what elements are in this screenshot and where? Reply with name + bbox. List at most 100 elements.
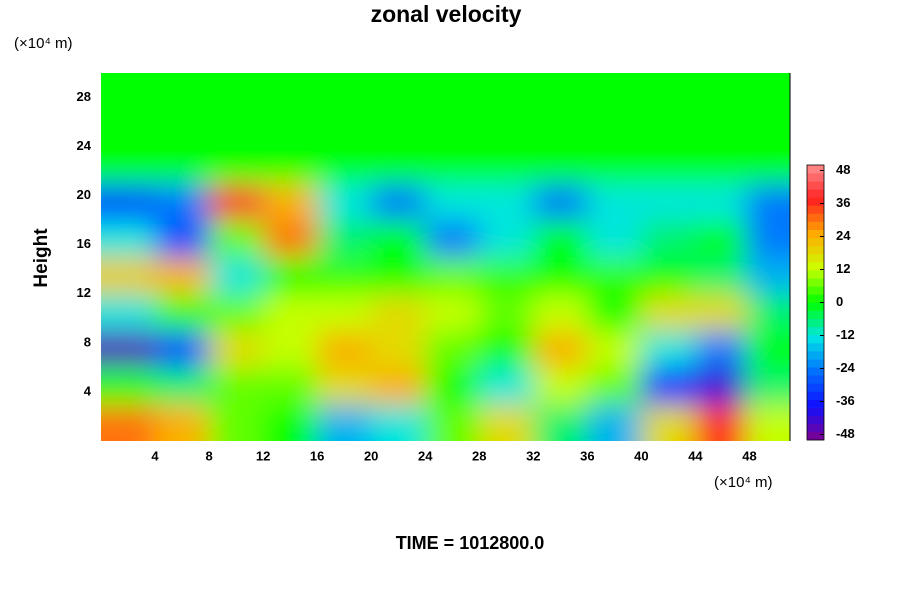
- x-tick-label: 28: [472, 448, 486, 463]
- y-tick-label: 8: [84, 334, 91, 349]
- cell: [479, 257, 534, 295]
- field: [101, 73, 790, 441]
- cell: [155, 183, 210, 221]
- cell: [425, 183, 480, 221]
- y-unit: (×10⁴ m): [14, 35, 73, 52]
- cell: [641, 293, 696, 332]
- cell: [317, 257, 372, 295]
- cell: [695, 257, 747, 295]
- cell: [695, 293, 747, 332]
- cell: [479, 109, 534, 148]
- cell: [317, 367, 372, 405]
- x-tick-label: 48: [742, 448, 756, 463]
- cell: [263, 367, 318, 405]
- cell: [587, 146, 642, 184]
- cell: [695, 73, 747, 111]
- cell: [425, 367, 480, 405]
- colorbar-band: [807, 286, 824, 295]
- cell: [209, 330, 264, 368]
- cell: [746, 367, 790, 405]
- cell: [155, 330, 210, 368]
- cell: [746, 146, 790, 184]
- cell: [533, 404, 588, 441]
- cell: [263, 257, 318, 295]
- cell: [371, 404, 426, 441]
- cell: [695, 404, 747, 441]
- colorbar-band: [807, 173, 824, 182]
- x-tick-label: 44: [688, 448, 703, 463]
- cell: [317, 293, 372, 332]
- cell: [533, 183, 588, 221]
- cell: [641, 330, 696, 368]
- cell: [479, 220, 534, 258]
- colorbar-band: [807, 326, 824, 336]
- colorbar-band: [807, 423, 824, 433]
- colorbar-tick-label: 36: [836, 195, 850, 210]
- cell: [479, 146, 534, 184]
- colorbar-band: [807, 310, 824, 319]
- cell: [533, 220, 588, 258]
- colorbar-band: [807, 407, 824, 417]
- cell: [317, 330, 372, 368]
- x-tick-label: 4: [151, 448, 159, 463]
- cell: [209, 220, 264, 258]
- cell: [371, 330, 426, 368]
- cell: [209, 73, 264, 111]
- cell: [155, 293, 210, 332]
- cell: [641, 404, 696, 441]
- colorbar-band: [807, 205, 824, 214]
- colorbar-band: [807, 221, 824, 231]
- cell: [317, 109, 372, 148]
- colorbar-tick-label: -36: [836, 393, 855, 408]
- x-tick-label: 12: [256, 448, 270, 463]
- cell: [587, 109, 642, 148]
- cell: [746, 73, 790, 111]
- cell: [371, 183, 426, 221]
- colorbar-band: [807, 237, 824, 247]
- cell: [209, 367, 264, 405]
- cell: [155, 257, 210, 295]
- cell: [263, 146, 318, 184]
- cell: [425, 257, 480, 295]
- cell: [263, 109, 318, 148]
- cell: [101, 146, 156, 184]
- y-tick-label: 4: [84, 383, 92, 398]
- cell: [317, 146, 372, 184]
- colorbar-band: [807, 342, 824, 352]
- cell: [317, 73, 372, 111]
- colorbar-band: [807, 181, 824, 190]
- cell: [209, 109, 264, 148]
- cell: [317, 220, 372, 258]
- colorbar-band: [807, 375, 824, 384]
- cell: [746, 330, 790, 368]
- cell: [695, 367, 747, 405]
- y-tick-label: 20: [77, 187, 91, 202]
- cell: [371, 367, 426, 405]
- cell: [425, 293, 480, 332]
- cell: [155, 220, 210, 258]
- cell: [425, 109, 480, 148]
- colorbar-tick-label: 48: [836, 162, 850, 177]
- cell: [746, 293, 790, 332]
- y-axis-label: Height: [31, 228, 52, 288]
- x-tick-label: 24: [418, 448, 433, 463]
- cell: [263, 293, 318, 332]
- cell: [479, 293, 534, 332]
- cell: [479, 183, 534, 221]
- colorbar-band: [807, 351, 824, 360]
- cell: [101, 404, 156, 441]
- cell: [746, 257, 790, 295]
- colorbar-band: [807, 294, 824, 303]
- cell: [263, 220, 318, 258]
- x-tick-label: 40: [634, 448, 648, 463]
- cell: [263, 330, 318, 368]
- colorbar-band: [807, 359, 824, 368]
- cell: [533, 257, 588, 295]
- cell: [101, 367, 156, 405]
- colorbar-tick-label: 12: [836, 261, 850, 276]
- cell: [263, 404, 318, 441]
- cell: [209, 146, 264, 184]
- colorbar-tick-label: 0: [836, 294, 843, 309]
- cell: [371, 293, 426, 332]
